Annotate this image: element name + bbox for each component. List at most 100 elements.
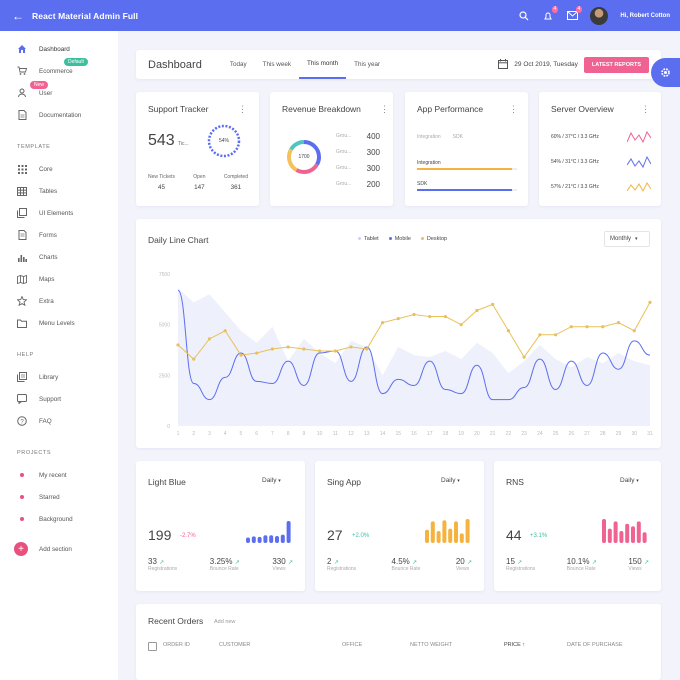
sub-value: 4.5% ↗: [391, 557, 418, 566]
plus-icon: +: [14, 542, 28, 556]
ticket-count: 543: [148, 132, 175, 149]
sub-label: Bounce Rate: [566, 566, 596, 572]
star-icon: [16, 295, 28, 307]
sidebar-item-tables[interactable]: Tables: [0, 180, 118, 202]
desktop-data-point: [192, 357, 196, 361]
stat-bar: [425, 529, 429, 543]
sub-label: Bounce Rate: [391, 566, 421, 572]
x-tick-label: 6: [255, 431, 258, 437]
server-row: 60% / 37°C / 3.3 GHz: [551, 124, 651, 149]
back-arrow-icon[interactable]: ←: [12, 8, 24, 23]
tab-today[interactable]: Today: [229, 61, 247, 68]
sub-label: Registrations: [148, 566, 178, 572]
user-icon: [16, 87, 28, 99]
column-header[interactable]: CUSTOMER: [219, 642, 251, 648]
map-icon: [16, 273, 28, 285]
legend-tablet: Tablet: [358, 236, 379, 242]
legend-dot-icon: [358, 237, 361, 240]
stat-change: +3.1%: [530, 533, 548, 539]
desktop-data-point: [522, 355, 526, 359]
sidebar-item-label: My recent: [39, 471, 67, 479]
settings-gear-icon[interactable]: [651, 58, 680, 87]
desktop-data-point: [176, 343, 180, 347]
mail-icon[interactable]: 4: [566, 5, 583, 22]
calendar-icon[interactable]: [498, 58, 509, 71]
column-header[interactable]: PRICE ↑: [504, 642, 526, 648]
legend-dot-icon: [420, 237, 424, 240]
desktop-data-point: [601, 325, 605, 329]
bar-chart-icon: [16, 251, 28, 263]
stat-value: 199: [148, 527, 172, 543]
desktop-data-point: [554, 333, 558, 337]
add-section-button[interactable]: + Add section: [0, 542, 118, 556]
y-tick-label: 7500: [159, 272, 170, 278]
range-select[interactable]: Daily ▾: [262, 477, 281, 484]
folder-icon: [16, 317, 28, 329]
x-tick-label: 3: [208, 431, 211, 437]
card-title: Daily Line Chart: [148, 235, 209, 245]
sidebar-item-maps[interactable]: Maps: [0, 268, 118, 290]
desktop-data-point: [380, 321, 385, 325]
sub-value: 10.1% ↗: [566, 557, 597, 566]
column-header[interactable]: DATE OF PURCHASE: [567, 642, 623, 648]
sub-value: 3.25% ↗: [209, 557, 240, 566]
library-icon: [16, 371, 28, 383]
more-vert-icon[interactable]: ⋮: [238, 104, 247, 114]
project-item-starred[interactable]: Starred: [0, 486, 118, 508]
trend-up-icon: ↗: [287, 560, 293, 566]
x-tick-label: 21: [490, 431, 496, 437]
period-select-value: Monthly: [610, 236, 632, 242]
add-new-link[interactable]: Add new: [214, 619, 236, 625]
sidebar-item-user[interactable]: User New: [0, 81, 118, 104]
legend-row: Grou... 400: [336, 128, 380, 144]
user-avatar[interactable]: [590, 6, 609, 25]
sidebar-item-menu-levels[interactable]: Menu Levels: [0, 312, 118, 334]
mail-badge: 4: [575, 5, 583, 13]
more-vert-icon[interactable]: ⋮: [641, 104, 650, 114]
x-tick-label: 18: [443, 431, 449, 437]
more-vert-icon[interactable]: ⋮: [509, 104, 518, 114]
sidebar-item-forms[interactable]: Forms: [0, 224, 118, 246]
sidebar-item-label: Extra: [39, 297, 54, 305]
project-item-my-recent[interactable]: My recent: [0, 464, 118, 486]
sidebar-item-charts[interactable]: Charts: [0, 246, 118, 268]
period-select[interactable]: Monthly ▾: [604, 231, 650, 247]
card-title: Recent Orders: [148, 616, 204, 626]
column-header[interactable]: OFFICE: [342, 642, 363, 648]
sidebar-item-library[interactable]: Library: [0, 366, 118, 388]
ticket-label: Tic...: [178, 141, 189, 147]
sidebar-item-label: UI Elements: [39, 209, 74, 217]
stat-bar: [459, 533, 464, 543]
project-item-background[interactable]: Background: [0, 508, 118, 530]
sub-value: 15 ↗: [506, 557, 523, 566]
search-icon[interactable]: [518, 10, 530, 22]
trend-up-icon: ↗: [412, 560, 418, 566]
select-all-checkbox[interactable]: [148, 642, 157, 651]
sidebar-item-faq[interactable]: ? FAQ: [0, 410, 118, 432]
column-header[interactable]: NETTO WEIGHT: [410, 642, 453, 648]
x-tick-label: 23: [521, 431, 527, 437]
sidebar-item-documentation[interactable]: Documentation: [0, 104, 118, 126]
sidebar-item-ecommerce[interactable]: Ecommerce Default: [0, 58, 118, 82]
sidebar-item-support[interactable]: Support: [0, 388, 118, 410]
notification-icon[interactable]: 4: [542, 5, 559, 22]
sidebar-item-core[interactable]: Core: [0, 158, 118, 180]
column-header[interactable]: ORDER ID: [163, 642, 190, 648]
y-tick-label: 5000: [159, 323, 170, 329]
tab-this-year[interactable]: This year: [354, 61, 381, 68]
sidebar-item-dashboard[interactable]: Dashboard: [0, 38, 118, 60]
more-vert-icon[interactable]: ⋮: [380, 104, 389, 114]
series-area-tablet: [178, 288, 650, 426]
tab-this-week[interactable]: This week: [262, 61, 291, 68]
support-tracker-card: Support Tracker ⋮ 543 Tic... 54% New Tic…: [136, 92, 259, 206]
sidebar-item-ui-elements[interactable]: UI Elements: [0, 202, 118, 224]
stat-bar: [430, 521, 435, 543]
range-select[interactable]: Daily ▾: [441, 477, 460, 484]
tab-this-month[interactable]: This month: [299, 50, 347, 79]
sidebar-item-label: Core: [39, 165, 53, 173]
range-select[interactable]: Daily ▾: [620, 477, 639, 484]
sub-value: 150 ↗: [628, 557, 649, 566]
x-tick-label: 8: [287, 431, 290, 437]
latest-reports-button[interactable]: LATEST REPORTS: [583, 56, 649, 73]
sidebar-item-extra[interactable]: Extra: [0, 290, 118, 312]
